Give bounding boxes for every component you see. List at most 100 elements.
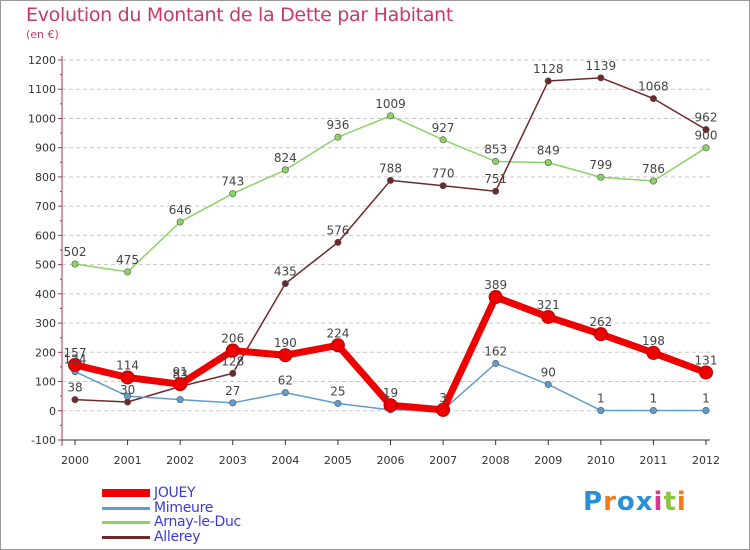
data-point — [281, 389, 289, 397]
data-label: 962 — [695, 111, 718, 125]
data-point — [597, 74, 605, 82]
legend-label: Arnay-le-Duc — [154, 514, 241, 530]
x-tick-label: 2009 — [534, 454, 562, 467]
data-point — [702, 144, 710, 152]
y-tick-label: 900 — [35, 142, 56, 155]
data-point — [281, 166, 289, 174]
data-point — [334, 238, 342, 246]
y-tick-label: 200 — [35, 346, 56, 359]
proxiti-logo: Proxiti — [583, 487, 687, 517]
x-tick-label: 2011 — [639, 454, 667, 467]
logo-letter: x — [635, 487, 654, 517]
data-point — [649, 95, 657, 103]
y-tick-label: 1000 — [28, 112, 56, 125]
data-point — [71, 396, 79, 404]
data-label: 30 — [120, 383, 135, 397]
data-label: 114 — [116, 358, 139, 372]
data-label: 1 — [702, 391, 710, 405]
legend-label: Allerey — [154, 528, 201, 545]
data-point — [593, 327, 608, 342]
data-label: 936 — [326, 118, 349, 132]
y-tick-label: 800 — [35, 171, 56, 184]
data-label: 206 — [221, 332, 244, 346]
data-label: 27 — [225, 384, 240, 398]
x-tick-label: 2007 — [429, 454, 457, 467]
data-point — [544, 159, 552, 167]
data-label: 927 — [432, 121, 455, 135]
data-label: 824 — [274, 151, 297, 165]
data-point — [225, 343, 240, 358]
data-label: 134 — [64, 353, 87, 367]
data-point — [541, 309, 556, 324]
data-label: 389 — [484, 278, 507, 292]
data-label: 1068 — [638, 80, 669, 94]
data-point — [334, 133, 342, 141]
data-label: 900 — [695, 129, 718, 143]
data-label: 62 — [278, 374, 293, 388]
data-label: 3 — [439, 391, 447, 405]
logo-letter: t — [663, 487, 677, 517]
data-point — [68, 357, 82, 372]
data-label: 853 — [484, 142, 507, 156]
data-point — [544, 380, 552, 388]
data-label: 157 — [64, 346, 87, 360]
y-tick-label: -100 — [31, 434, 56, 447]
data-point — [176, 218, 184, 226]
data-label: 646 — [169, 203, 192, 217]
data-point — [120, 370, 135, 385]
x-tick-label: 2000 — [61, 454, 89, 467]
data-point — [702, 406, 710, 414]
data-label: 224 — [326, 326, 349, 340]
legend-swatch — [102, 535, 150, 539]
y-tick-label: 600 — [35, 229, 56, 242]
data-label: 128 — [221, 354, 244, 368]
data-point — [436, 402, 451, 417]
data-point — [330, 338, 345, 353]
data-label: 435 — [274, 265, 297, 279]
y-tick-label: 100 — [35, 376, 56, 389]
logo-letter: o — [616, 487, 636, 517]
data-point — [699, 365, 713, 380]
data-point — [281, 280, 289, 288]
data-label: 162 — [484, 344, 507, 358]
data-label: 198 — [642, 334, 665, 348]
y-tick-label: 300 — [35, 317, 56, 330]
series-line-arnay-le-duc — [74, 115, 707, 273]
data-point — [488, 290, 503, 305]
data-label: 1009 — [375, 97, 406, 111]
data-point — [439, 182, 447, 190]
data-point — [386, 176, 394, 184]
data-label: 19 — [383, 386, 398, 400]
data-point — [278, 348, 293, 363]
data-label: 83 — [173, 368, 188, 382]
x-tick-label: 2001 — [114, 454, 142, 467]
legend-label: Mimeure — [154, 499, 214, 516]
data-point — [71, 260, 79, 268]
data-label: 502 — [64, 245, 87, 259]
x-tick-label: 2002 — [166, 454, 194, 467]
legend-swatch — [102, 506, 150, 510]
legend-swatch — [102, 489, 150, 497]
data-point — [173, 377, 188, 392]
data-point — [386, 112, 394, 120]
data-point — [597, 173, 605, 181]
logo-letter: i — [653, 487, 664, 517]
y-tick-label: 0 — [49, 405, 56, 418]
data-point — [492, 359, 500, 367]
data-label: 38 — [67, 381, 82, 395]
data-label: 90 — [541, 365, 556, 379]
y-tick-label: 700 — [35, 200, 56, 213]
data-label: 1139 — [586, 59, 617, 73]
x-tick-label: 2003 — [219, 454, 247, 467]
data-label: 743 — [221, 175, 244, 189]
axes: -100010020030040050060070080090010001100… — [28, 54, 720, 467]
legend-label: JOUEY — [154, 485, 196, 501]
data-label: 849 — [537, 144, 560, 158]
data-point — [492, 187, 500, 195]
data-label: 788 — [379, 161, 402, 175]
data-point — [439, 136, 447, 144]
data-point — [597, 406, 605, 414]
